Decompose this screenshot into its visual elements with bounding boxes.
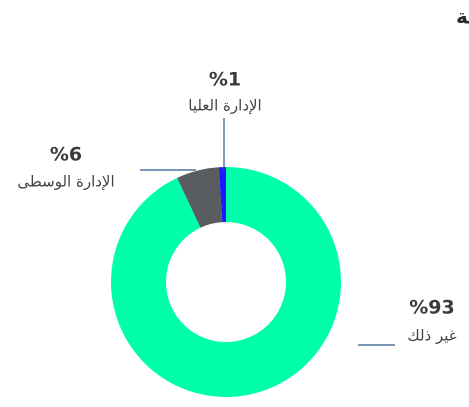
donut-slice xyxy=(177,167,223,228)
value-label: %1 xyxy=(209,69,241,91)
category-label: الإدارة العليا xyxy=(188,97,261,115)
chart-title: ساعات التدريب حسب الدرجة xyxy=(456,5,469,29)
donut-slice xyxy=(110,167,341,397)
category-label: الإدارة الوسطى xyxy=(17,173,114,191)
value-label: %6 xyxy=(50,144,82,166)
value-label: %93 xyxy=(409,297,454,319)
donut-slice xyxy=(218,167,226,223)
category-label: غير ذلك xyxy=(407,327,456,345)
